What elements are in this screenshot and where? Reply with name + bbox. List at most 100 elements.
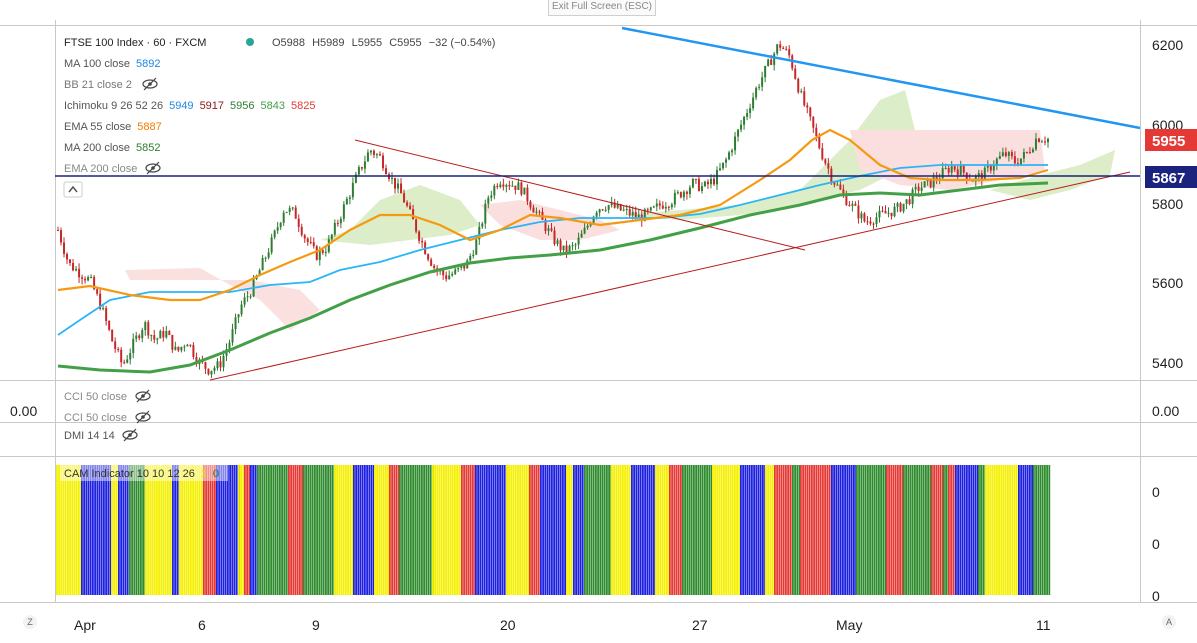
candle-body: [634, 211, 637, 218]
cam-bar: [987, 465, 989, 595]
cam-bar: [787, 465, 789, 595]
eye-hidden-icon[interactable]: [142, 77, 158, 91]
cam-bar: [401, 465, 403, 595]
candle-body: [824, 159, 827, 164]
cam-bar: [244, 465, 246, 595]
candle-body: [875, 217, 878, 224]
candle-body: [315, 246, 318, 260]
pane3-tick: 0: [1152, 588, 1160, 604]
cam-bar: [387, 465, 389, 595]
candle-body: [562, 245, 565, 251]
cam-bar: [364, 465, 366, 595]
cam-bar: [414, 465, 417, 595]
cam-bar: [792, 465, 794, 595]
auto-scale-button[interactable]: A: [1162, 615, 1176, 629]
cam-bar: [701, 465, 704, 595]
cam-bar: [378, 465, 381, 595]
candle-body: [911, 189, 914, 205]
candle-body: [806, 105, 809, 108]
candle-body: [914, 186, 917, 190]
candle-body: [1001, 152, 1004, 156]
candle-body: [661, 205, 664, 209]
cam-bar: [158, 465, 160, 595]
candle-body: [586, 225, 589, 228]
cam-bar: [950, 465, 952, 595]
cam-bar: [357, 465, 360, 595]
candle-body: [583, 227, 586, 234]
cam-bar: [622, 465, 624, 595]
cam-bar: [899, 465, 901, 595]
cam-bar: [767, 465, 769, 595]
cam-bar: [131, 465, 133, 595]
cam-bar: [608, 465, 610, 595]
cam-bar: [145, 465, 147, 595]
candle-body: [354, 174, 357, 183]
cam-bar: [858, 465, 860, 595]
cam-bar: [329, 465, 332, 595]
cam-bar: [120, 465, 122, 595]
eye-hidden-icon[interactable]: [145, 161, 161, 175]
candle-body: [631, 211, 634, 216]
candle-body: [481, 223, 484, 227]
candle-body: [1022, 151, 1025, 159]
candle-body: [222, 355, 225, 368]
cam-bar: [62, 465, 65, 595]
cam-bar: [475, 465, 477, 595]
cam-bar: [405, 465, 408, 595]
cam-bar: [1011, 465, 1014, 595]
left-corner-button[interactable]: Z: [23, 615, 37, 629]
candle-body: [243, 297, 246, 305]
cam-bar: [671, 465, 673, 595]
svg-text:DMI 14 14: DMI 14 14: [64, 430, 115, 442]
cam-bar: [757, 465, 760, 595]
cam-bar: [395, 465, 398, 595]
cam-bar: [274, 465, 277, 595]
cam-bar: [305, 465, 307, 595]
eye-hidden-icon[interactable]: [135, 410, 151, 424]
cam-bar: [802, 465, 804, 595]
cam-bar: [771, 465, 774, 595]
eye-hidden-icon[interactable]: [122, 428, 138, 442]
cam-bar: [765, 465, 767, 595]
cam-bar: [871, 465, 874, 595]
candle-body: [658, 203, 661, 206]
ohlc-high: H5989: [312, 37, 344, 49]
cam-bar: [925, 465, 927, 595]
candle-body: [216, 361, 219, 369]
candle-body: [682, 191, 685, 198]
candle-body: [318, 249, 321, 260]
candle-body: [673, 192, 676, 205]
exit-full-screen-button[interactable]: Exit Full Screen (ESC): [548, 0, 656, 16]
cam-bar: [494, 465, 497, 595]
candle-body: [743, 116, 746, 125]
cam-bar: [519, 465, 521, 595]
cam-bar: [370, 465, 373, 595]
candle-body: [297, 218, 300, 227]
cam-bar: [523, 465, 526, 595]
candle-body: [779, 44, 782, 48]
candle-body: [797, 78, 800, 93]
cam-bar: [914, 465, 916, 595]
cam-bar: [257, 465, 259, 595]
candle-body: [231, 329, 234, 343]
cam-bar: [359, 465, 362, 595]
cam-bar: [690, 465, 693, 595]
collapse-legend-button[interactable]: [63, 181, 83, 198]
price-axis: 6200 6000 5800 5600 5400: [1152, 37, 1183, 371]
svg-text:CCI 50 close: CCI 50 close: [64, 391, 127, 403]
cam-bar: [785, 465, 787, 595]
cam-bar: [185, 465, 188, 595]
eye-hidden-icon[interactable]: [135, 389, 151, 403]
cam-bar: [207, 465, 210, 595]
candle-body: [601, 209, 604, 211]
candle-body: [1034, 138, 1037, 150]
cam-bar: [822, 465, 824, 595]
cam-bar: [393, 465, 396, 595]
cam-bar: [869, 465, 871, 595]
cam-bar: [729, 465, 732, 595]
candle-body: [848, 205, 851, 207]
cam-bar: [416, 465, 419, 595]
candle-body: [342, 204, 345, 219]
cam-bar: [828, 465, 831, 595]
